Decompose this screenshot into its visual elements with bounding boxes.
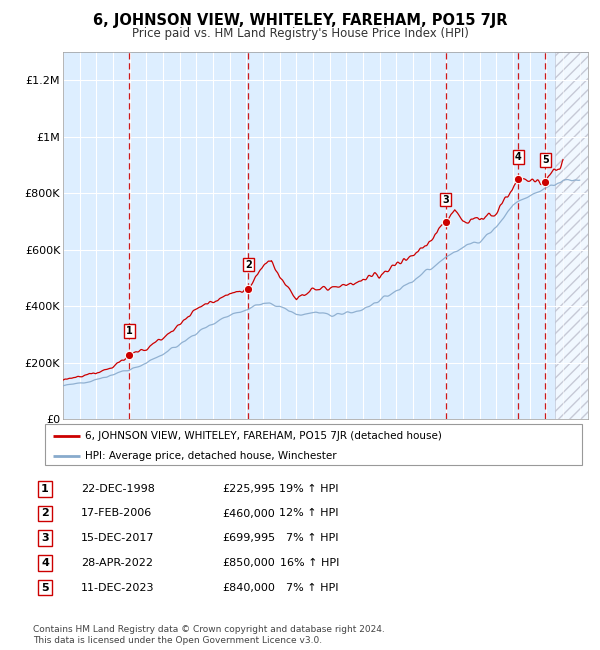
Text: 5: 5: [41, 582, 49, 593]
Text: £840,000: £840,000: [222, 582, 275, 593]
Text: HPI: Average price, detached house, Winchester: HPI: Average price, detached house, Winc…: [85, 451, 337, 461]
Text: Price paid vs. HM Land Registry's House Price Index (HPI): Price paid vs. HM Land Registry's House …: [131, 27, 469, 40]
Text: 16% ↑ HPI: 16% ↑ HPI: [280, 558, 339, 568]
FancyBboxPatch shape: [45, 424, 582, 465]
Text: 7% ↑ HPI: 7% ↑ HPI: [286, 582, 339, 593]
Text: £225,995: £225,995: [222, 484, 275, 494]
Text: 22-DEC-1998: 22-DEC-1998: [81, 484, 155, 494]
Text: 5: 5: [542, 155, 549, 165]
Text: 2: 2: [41, 508, 49, 519]
Text: 6, JOHNSON VIEW, WHITELEY, FAREHAM, PO15 7JR: 6, JOHNSON VIEW, WHITELEY, FAREHAM, PO15…: [93, 13, 507, 28]
Text: 4: 4: [515, 152, 522, 162]
Text: 28-APR-2022: 28-APR-2022: [81, 558, 153, 568]
Text: 6, JOHNSON VIEW, WHITELEY, FAREHAM, PO15 7JR (detached house): 6, JOHNSON VIEW, WHITELEY, FAREHAM, PO15…: [85, 431, 442, 441]
Text: 1: 1: [126, 326, 133, 335]
Text: £850,000: £850,000: [222, 558, 275, 568]
Text: 3: 3: [41, 533, 49, 543]
Text: £699,995: £699,995: [222, 533, 275, 543]
Text: £460,000: £460,000: [222, 508, 275, 519]
Text: 2: 2: [245, 259, 252, 270]
Text: 15-DEC-2017: 15-DEC-2017: [81, 533, 155, 543]
Bar: [554, 52, 588, 419]
Text: 11-DEC-2023: 11-DEC-2023: [81, 582, 155, 593]
Text: 7% ↑ HPI: 7% ↑ HPI: [286, 533, 339, 543]
Text: Contains HM Land Registry data © Crown copyright and database right 2024.
This d: Contains HM Land Registry data © Crown c…: [33, 625, 385, 645]
Text: 1: 1: [41, 484, 49, 494]
Text: 3: 3: [442, 194, 449, 205]
Text: 17-FEB-2006: 17-FEB-2006: [81, 508, 152, 519]
Text: 4: 4: [41, 558, 49, 568]
Text: 19% ↑ HPI: 19% ↑ HPI: [280, 484, 339, 494]
Text: 12% ↑ HPI: 12% ↑ HPI: [280, 508, 339, 519]
